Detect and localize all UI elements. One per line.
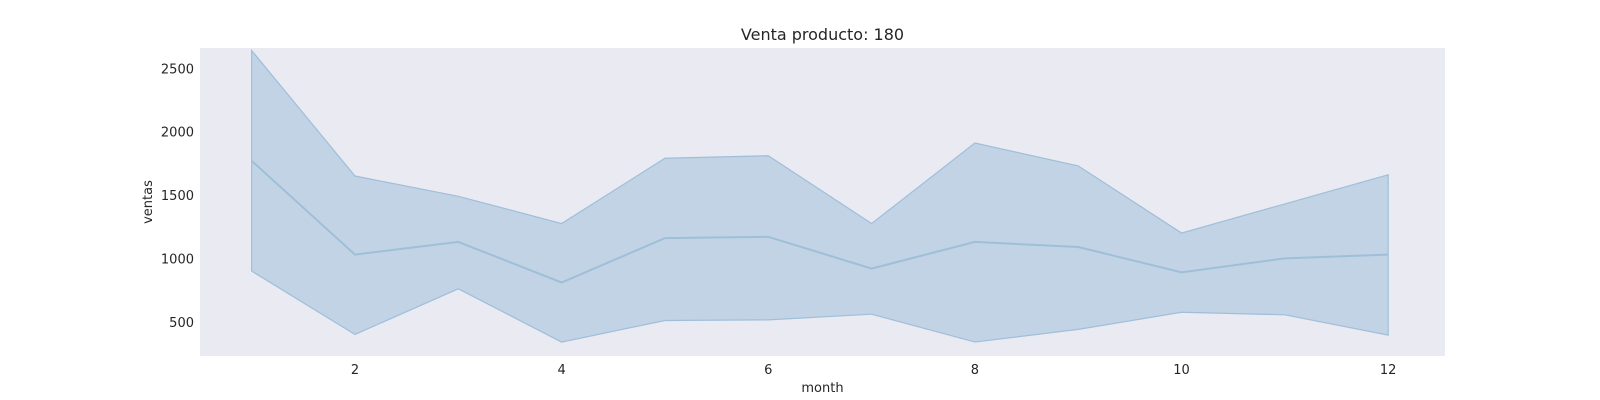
confidence-band-layer <box>251 48 1389 343</box>
x-tick-label: 8 <box>971 363 979 378</box>
chart-title: Venta producto: 180 <box>741 25 904 44</box>
x-tick-label: 4 <box>557 363 565 378</box>
x-tick-label: 6 <box>764 363 772 378</box>
confidence-band <box>251 48 1389 343</box>
x-axis-label: month <box>801 381 843 396</box>
series-line-layer <box>250 160 1389 284</box>
x-tick-labels: 2 4 6 8 10 12 <box>351 363 1397 378</box>
y-axis-label: ventas <box>141 180 156 224</box>
y-tick-label: 1000 <box>161 252 194 267</box>
y-tick-label: 500 <box>169 316 194 331</box>
y-tick-label: 2500 <box>161 62 194 77</box>
y-tick-labels: 500 1000 1500 2000 2500 <box>161 62 194 330</box>
x-tick-label: 2 <box>351 363 359 378</box>
x-tick-label: 10 <box>1173 363 1190 378</box>
x-tick-label: 12 <box>1380 363 1397 378</box>
y-tick-label: 1500 <box>161 189 194 204</box>
series-line <box>250 160 1389 284</box>
y-tick-label: 2000 <box>161 126 194 141</box>
